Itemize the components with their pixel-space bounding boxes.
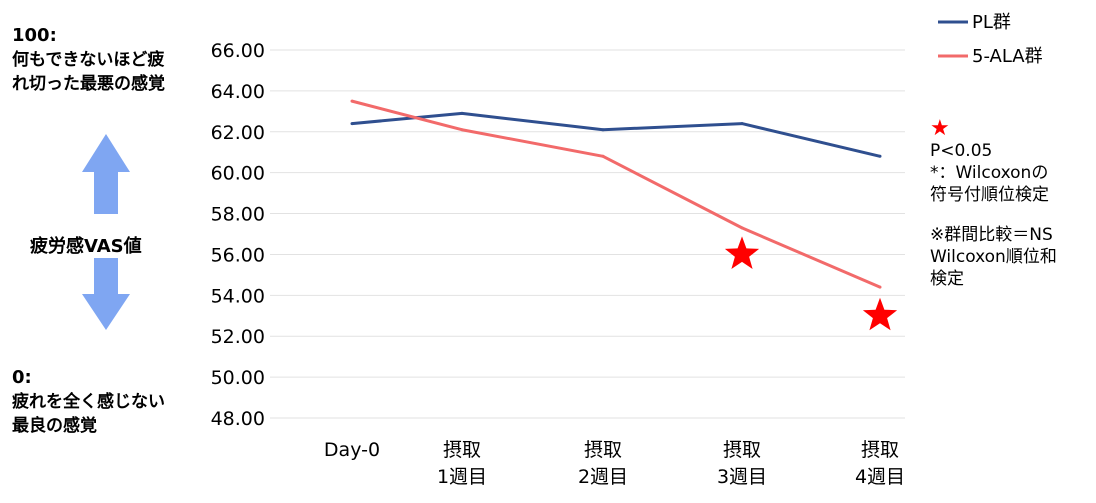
- x-category-line: 摂取: [723, 439, 761, 461]
- significance-star-icon: [862, 297, 898, 331]
- x-category-label: Day-0: [324, 439, 380, 461]
- vas-top-value: 100:: [12, 25, 57, 46]
- significance-note: ★ P<0.05 *：Wilcoxonの 符号付順位検定: [930, 118, 1049, 206]
- group-note-line-2: Wilcoxon順位和: [930, 247, 1057, 267]
- y-tick-label: 62.00: [211, 122, 265, 144]
- data-point: [460, 111, 464, 115]
- grid-lines: [270, 49, 905, 419]
- legend-label: 5-ALA群: [972, 46, 1043, 67]
- x-category-line: 1週目: [437, 466, 487, 488]
- arrow-down-icon: [82, 258, 130, 330]
- data-point: [878, 154, 882, 158]
- x-category-label: 摂取 4週目: [855, 439, 905, 488]
- x-category-line: 摂取: [861, 439, 899, 461]
- x-category-line: 3週目: [717, 466, 767, 488]
- data-point: [601, 128, 605, 132]
- vas-bottom-value: 0:: [12, 367, 32, 388]
- vas-top-line-2: れ切った最悪の感覚: [12, 74, 165, 94]
- data-point: [350, 122, 354, 126]
- y-tick-label: 50.00: [211, 367, 265, 389]
- significance-line-3: 符号付順位検定: [930, 185, 1049, 205]
- y-tick-label: 60.00: [211, 163, 265, 185]
- x-category-line: 摂取: [443, 439, 481, 461]
- x-category-line: Day-0: [324, 439, 380, 461]
- group-note-line-3: 検定: [930, 269, 964, 289]
- series-line-0: [351, 111, 881, 158]
- y-axis-ticks: 48.00 50.00 52.00 54.00 56.00 58.00 60.00 62.00…: [211, 40, 265, 430]
- x-category-label: 摂取 2週目: [578, 439, 628, 488]
- x-category-line: 摂取: [584, 439, 622, 461]
- vas-top-line-1: 何もできないほど疲: [12, 50, 165, 70]
- data-point: [460, 128, 464, 132]
- vas-axis-label: 疲労感VAS値: [30, 236, 142, 257]
- arrow-up-icon: [82, 134, 130, 214]
- y-tick-label: 64.00: [211, 81, 265, 103]
- data-point: [601, 154, 605, 158]
- vas-top-anchor: 100: 何もできないほど疲 れ切った最悪の感覚: [12, 24, 165, 96]
- x-category-label: 摂取 1週目: [437, 439, 487, 488]
- vas-bottom-line-2: 最良の感覚: [12, 416, 97, 436]
- star-icon: ★: [930, 116, 950, 141]
- y-tick-label: 56.00: [211, 244, 265, 266]
- significance-line-1: P<0.05: [930, 141, 993, 161]
- x-category-line: 4週目: [855, 466, 905, 488]
- y-tick-label: 48.00: [211, 408, 265, 430]
- y-tick-label: 66.00: [211, 40, 265, 62]
- data-point: [740, 122, 744, 126]
- legend-label: PL群: [972, 12, 1011, 33]
- vas-bottom-anchor: 0: 疲れを全く感じない 最良の感覚: [12, 366, 165, 438]
- legend: PL群 5-ALA群: [938, 12, 1043, 67]
- group-comparison-note: ※群間比較＝NS Wilcoxon順位和 検定: [930, 224, 1057, 290]
- vas-bottom-line-1: 疲れを全く感じない: [12, 392, 165, 412]
- y-tick-label: 54.00: [211, 285, 265, 307]
- significance-line-2: *：Wilcoxonの: [930, 163, 1049, 183]
- x-axis-categories: Day-0 摂取 1週目 摂取 2週目 摂取 3週目 摂取 4週目: [324, 439, 905, 488]
- x-category-label: 摂取 3週目: [717, 439, 767, 488]
- data-point: [740, 226, 744, 230]
- group-note-line-1: ※群間比較＝NS: [930, 225, 1053, 245]
- y-tick-label: 52.00: [211, 326, 265, 348]
- data-point: [878, 285, 882, 289]
- series-lines: [350, 99, 882, 289]
- data-point: [350, 99, 354, 103]
- x-category-line: 2週目: [578, 466, 628, 488]
- significance-star-icon: [724, 236, 760, 269]
- significance-markers: [724, 236, 898, 331]
- y-tick-label: 58.00: [211, 204, 265, 226]
